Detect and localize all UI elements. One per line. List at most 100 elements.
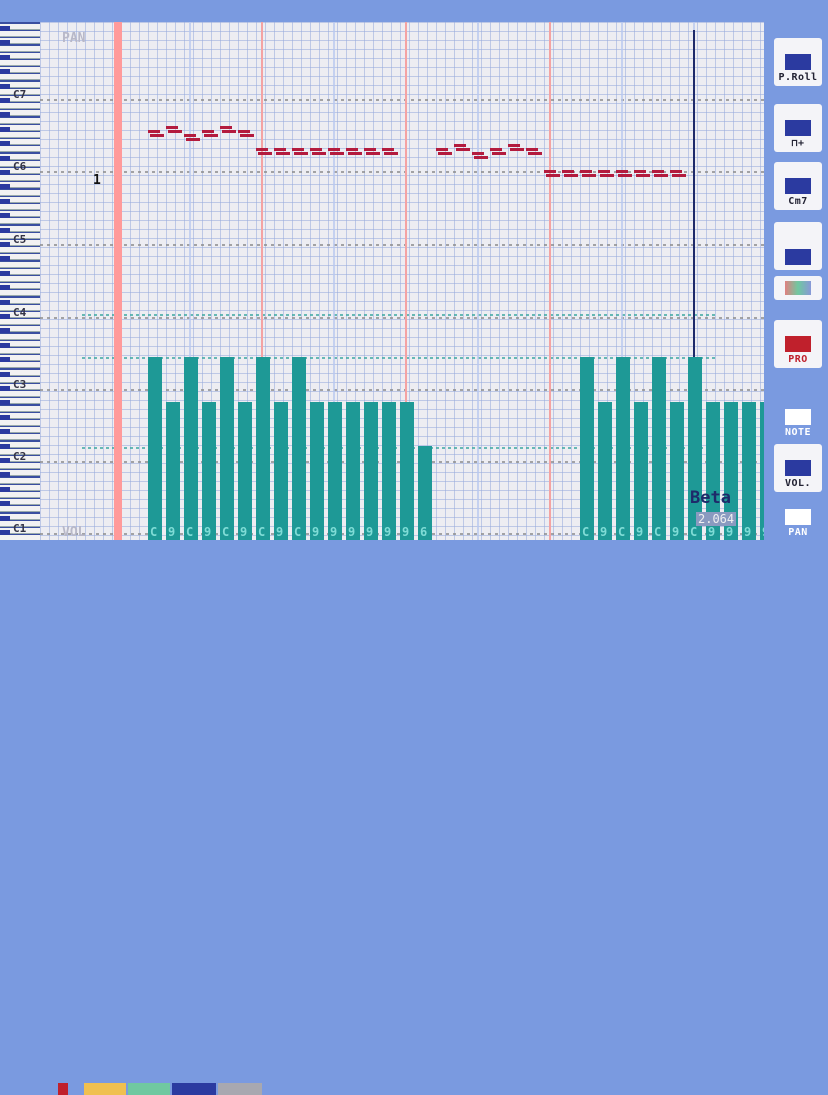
piano-key[interactable] <box>0 441 40 448</box>
piano-key[interactable] <box>0 326 40 333</box>
piano-key[interactable] <box>0 470 40 477</box>
piano-key[interactable] <box>0 139 40 146</box>
piano-key[interactable] <box>0 261 40 268</box>
piano-key[interactable] <box>0 484 40 491</box>
piano-key[interactable] <box>0 225 40 232</box>
piano-black-key[interactable] <box>0 530 10 535</box>
piano-key[interactable] <box>0 528 40 534</box>
piano-key[interactable] <box>0 384 40 390</box>
channel-tab-1[interactable] <box>84 1083 126 1095</box>
sidebar-item-piano-roll[interactable]: P.Roll <box>774 38 822 86</box>
channel-tab-2[interactable] <box>128 1083 170 1095</box>
piano-black-key[interactable] <box>0 458 10 463</box>
piano-key[interactable] <box>0 420 40 426</box>
record-indicator[interactable] <box>58 1083 68 1095</box>
piano-key[interactable] <box>0 168 40 174</box>
piano-key[interactable] <box>0 333 40 340</box>
piano-black-key[interactable] <box>0 472 10 478</box>
sidebar-item-waveform-add[interactable]: ⊓+ <box>774 104 822 152</box>
piano-black-key[interactable] <box>0 414 10 420</box>
piano-key[interactable] <box>0 355 40 362</box>
piano-key[interactable] <box>0 520 40 527</box>
piano-black-key[interactable] <box>0 54 10 60</box>
piano-key[interactable] <box>0 312 40 318</box>
piano-key[interactable] <box>0 96 40 102</box>
piano-black-key[interactable] <box>0 357 10 363</box>
piano-key[interactable] <box>0 319 40 326</box>
piano-key[interactable] <box>0 31 40 38</box>
piano-black-key[interactable] <box>0 155 10 161</box>
piano-key[interactable] <box>0 189 40 196</box>
piano-black-key[interactable] <box>0 184 10 190</box>
piano-black-key[interactable] <box>0 69 10 75</box>
piano-black-key[interactable] <box>0 386 10 391</box>
note-grid[interactable]: PANVOL1C9C9C9C9C9999996C9C9C9C9999996 <box>40 22 764 540</box>
piano-key[interactable] <box>0 124 40 131</box>
sidebar-item-pro[interactable]: PRO <box>774 320 822 368</box>
piano-key[interactable] <box>0 52 40 59</box>
piano-black-key[interactable] <box>0 256 10 262</box>
piano-key[interactable] <box>0 340 40 347</box>
piano-black-key[interactable] <box>0 141 10 147</box>
piano-key[interactable] <box>0 427 40 434</box>
piano-black-key[interactable] <box>0 285 10 291</box>
piano-black-key[interactable] <box>0 198 10 204</box>
piano-key[interactable] <box>0 232 40 239</box>
piano-key[interactable] <box>0 276 40 282</box>
piano-key[interactable] <box>0 477 40 484</box>
piano-key[interactable] <box>0 376 40 383</box>
piano-black-key[interactable] <box>0 486 10 492</box>
piano-key[interactable] <box>0 182 40 189</box>
piano-key[interactable] <box>0 175 40 182</box>
piano-black-key[interactable] <box>0 26 10 31</box>
piano-key[interactable] <box>0 153 40 160</box>
piano-key[interactable] <box>0 67 40 74</box>
piano-keyboard[interactable]: C7 C6 C5 C4 C3 C2 C1 <box>0 22 40 555</box>
sidebar-item-volume[interactable]: VOL. <box>774 444 822 492</box>
piano-black-key[interactable] <box>0 443 10 449</box>
piano-black-key[interactable] <box>0 213 10 219</box>
piano-black-key[interactable] <box>0 98 10 103</box>
piano-key[interactable] <box>0 254 40 261</box>
piano-key[interactable] <box>0 463 40 470</box>
piano-key[interactable] <box>0 348 40 354</box>
piano-key[interactable] <box>0 297 40 304</box>
piano-key[interactable] <box>0 204 40 210</box>
piano-key[interactable] <box>0 24 40 30</box>
channel-tab-4[interactable] <box>218 1083 262 1095</box>
piano-black-key[interactable] <box>0 170 10 175</box>
sidebar-item-pan[interactable]: PAN <box>774 492 822 538</box>
piano-key[interactable] <box>0 499 40 506</box>
piano-black-key[interactable] <box>0 242 10 247</box>
sidebar-item-wedge[interactable] <box>774 222 822 270</box>
piano-key[interactable] <box>0 146 40 153</box>
piano-black-key[interactable] <box>0 371 10 377</box>
piano-key[interactable] <box>0 196 40 203</box>
piano-black-key[interactable] <box>0 515 10 521</box>
piano-key[interactable] <box>0 74 40 81</box>
sidebar-item-chord[interactable]: Cm7 <box>774 162 822 210</box>
piano-key[interactable] <box>0 283 40 290</box>
piano-key[interactable] <box>0 304 40 311</box>
channel-tab-3[interactable] <box>172 1083 216 1095</box>
piano-black-key[interactable] <box>0 270 10 276</box>
piano-key[interactable] <box>0 160 40 167</box>
piano-key[interactable] <box>0 456 40 462</box>
piano-black-key[interactable] <box>0 400 10 406</box>
piano-key[interactable] <box>0 240 40 246</box>
piano-key[interactable] <box>0 434 40 441</box>
piano-key[interactable] <box>0 362 40 369</box>
piano-key[interactable] <box>0 391 40 398</box>
piano-black-key[interactable] <box>0 299 10 305</box>
piano-key[interactable] <box>0 103 40 110</box>
piano-key[interactable] <box>0 448 40 455</box>
piano-key[interactable] <box>0 45 40 52</box>
piano-key[interactable] <box>0 81 40 88</box>
piano-key[interactable] <box>0 268 40 275</box>
piano-key[interactable] <box>0 513 40 520</box>
piano-black-key[interactable] <box>0 40 10 46</box>
piano-key[interactable] <box>0 218 40 225</box>
piano-key[interactable] <box>0 412 40 419</box>
piano-key[interactable] <box>0 492 40 498</box>
sidebar-item-palette[interactable] <box>774 276 822 300</box>
